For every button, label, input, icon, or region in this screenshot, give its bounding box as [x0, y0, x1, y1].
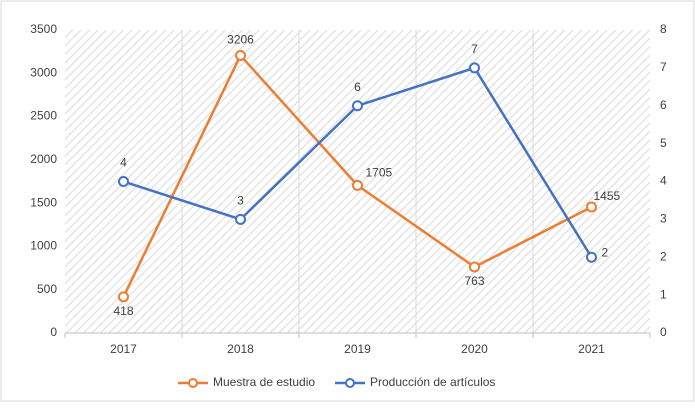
y2-tick-label: 1: [660, 287, 667, 301]
legend-label: Muestra de estudio: [213, 375, 315, 389]
data-label: 6: [354, 80, 361, 94]
y-tick-label: 1000: [30, 239, 57, 253]
x-tick-label: 2017: [110, 342, 137, 356]
x-tick-label: 2018: [227, 342, 254, 356]
y-tick-label: 2500: [30, 109, 57, 123]
x-tick-label: 2019: [344, 342, 371, 356]
y2-tick-label: 3: [660, 212, 667, 226]
y2-tick-label: 8: [660, 22, 667, 36]
data-point: [469, 261, 480, 273]
data-point: [586, 251, 597, 263]
legend-marker: [345, 378, 355, 388]
y2-tick-label: 0: [660, 325, 667, 339]
data-label: 4: [120, 156, 127, 170]
legend-marker: [188, 378, 198, 388]
data-label: 3: [237, 194, 244, 208]
y2-tick-label: 5: [660, 136, 667, 150]
y2-tick-label: 2: [660, 249, 667, 263]
data-point: [352, 179, 363, 191]
data-label: 1455: [594, 189, 621, 203]
y-tick-label: 2000: [30, 152, 57, 166]
data-label: 2: [602, 245, 609, 259]
y-tick-label: 3500: [30, 22, 57, 36]
data-label: 1705: [366, 166, 393, 180]
data-point: [235, 213, 246, 225]
data-point: [586, 201, 597, 213]
y2-tick-label: 6: [660, 98, 667, 112]
data-point: [118, 291, 129, 303]
x-tick-label: 2021: [578, 342, 605, 356]
x-tick-label: 2020: [461, 342, 488, 356]
y2-tick-label: 7: [660, 60, 667, 74]
data-label: 3206: [227, 33, 254, 47]
data-label: 7: [471, 42, 478, 56]
data-point: [352, 100, 363, 112]
data-point: [118, 176, 129, 187]
y-tick-label: 1500: [30, 195, 57, 209]
data-point: [235, 49, 246, 61]
y-tick-label: 0: [50, 325, 57, 339]
data-label: 418: [113, 304, 133, 318]
y-tick-label: 500: [37, 282, 57, 296]
legend-label: Producción de artículos: [370, 375, 495, 389]
y2-tick-label: 4: [660, 174, 667, 188]
data-label: 763: [464, 274, 484, 288]
y-tick-label: 3000: [30, 65, 57, 79]
data-point: [469, 62, 480, 74]
